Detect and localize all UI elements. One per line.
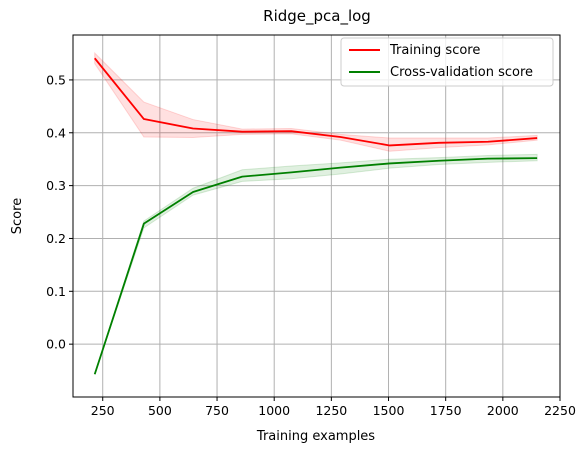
series-line-1 [93,157,538,375]
x-tick-label: 500 [148,403,172,418]
chart-title: Ridge_pca_log [263,7,371,26]
x-tick-label: 1750 [430,403,462,418]
x-tick-label: 1500 [373,403,405,418]
grid [73,35,561,397]
x-tick-label: 2250 [544,403,576,418]
y-axis-label: Score [10,198,25,234]
series-line-0 [94,57,538,147]
x-tick-label: 1250 [315,403,347,418]
series-lines [93,57,538,375]
legend-label-training: Training score [389,43,480,58]
legend-label-cross-validation: Cross-validation score [390,65,533,80]
x-tick-label: 750 [205,403,229,418]
y-tick-label: 0.4 [46,125,66,140]
legend-box [340,37,554,87]
y-tick-label: 0.2 [46,231,66,246]
y-tick-label: 0.3 [46,178,66,193]
x-tick-label: 250 [91,403,115,418]
y-tick-label: 0.0 [46,337,66,352]
y-tick-label: 0.5 [46,72,66,87]
series-band-1 [94,153,538,375]
x-axis-ticks: 250 500 750 1000 1250 1500 1750 2000 2250 [91,397,576,418]
plot-frame [72,34,561,398]
y-axis-ticks: 0.0 0.1 0.2 0.3 0.4 0.5 [46,72,73,352]
legend: Training score Cross-validation score [340,37,554,87]
y-tick-label: 0.1 [46,284,66,299]
x-tick-label: 2000 [487,403,519,418]
series-band-0 [94,51,538,152]
confidence-bands [94,51,538,375]
x-tick-label: 1000 [258,403,290,418]
x-axis-label: Training examples [256,429,375,444]
